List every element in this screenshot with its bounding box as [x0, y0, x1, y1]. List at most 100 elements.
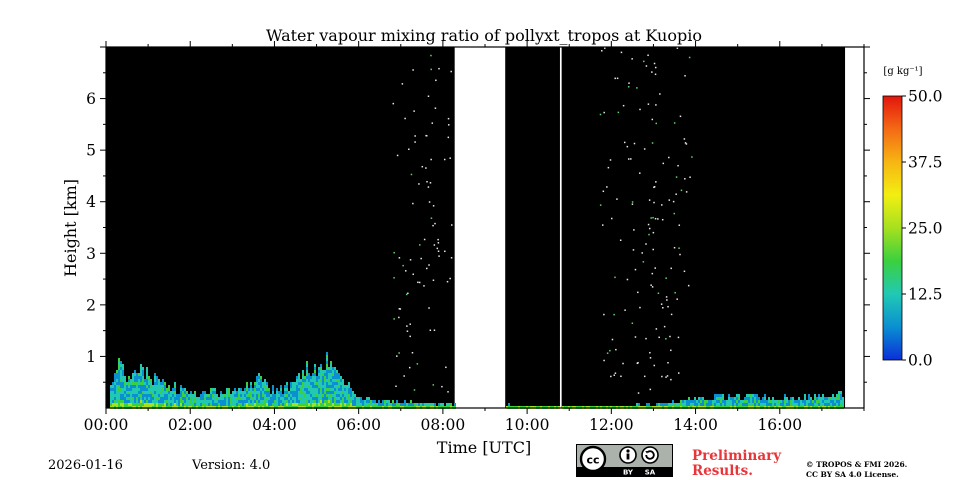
mixing-ratio-cell — [114, 379, 116, 382]
mixing-ratio-cell — [118, 388, 120, 391]
mixing-ratio-cell — [124, 391, 126, 394]
mixing-ratio-cell — [228, 391, 230, 394]
noise-speck — [607, 166, 610, 169]
noise-speck — [396, 154, 399, 157]
mixing-ratio-cell — [314, 397, 316, 400]
mixing-ratio-cell — [298, 382, 300, 385]
mixing-ratio-cell — [306, 397, 308, 400]
mixing-ratio-cell — [734, 397, 736, 400]
cc-license-badge[interactable]: cc BY SA — [576, 444, 673, 477]
noise-speck — [434, 107, 437, 109]
mixing-ratio-cell — [334, 379, 336, 382]
mixing-ratio-cell — [320, 394, 322, 397]
mixing-ratio-cell — [136, 385, 138, 388]
mixing-ratio-cell — [768, 400, 770, 403]
mixing-ratio-cell — [268, 391, 270, 394]
mixing-ratio-cell — [296, 388, 298, 391]
mixing-ratio-cell — [140, 370, 142, 373]
mixing-ratio-cell — [118, 376, 120, 379]
mixing-ratio-cell — [308, 373, 310, 376]
mixing-ratio-cell — [238, 394, 240, 397]
mixing-ratio-cell — [320, 388, 322, 391]
mixing-ratio-cell — [710, 403, 712, 406]
mixing-ratio-cell — [688, 397, 690, 400]
mixing-ratio-cell — [348, 385, 350, 388]
mixing-ratio-cell — [196, 400, 198, 403]
mixing-ratio-cell — [356, 400, 358, 403]
mixing-ratio-cell — [834, 400, 836, 403]
noise-speck — [603, 111, 605, 114]
mixing-ratio-cell — [160, 388, 162, 391]
mixing-ratio-cell — [294, 388, 296, 391]
noise-speck — [416, 363, 419, 365]
mixing-ratio-cell — [754, 397, 756, 400]
mixing-ratio-cell — [268, 394, 270, 397]
mixing-ratio-cell — [118, 367, 120, 370]
mixing-ratio-cell — [114, 403, 116, 406]
mixing-ratio-cell — [672, 400, 674, 403]
noise-speck — [673, 212, 676, 215]
mixing-ratio-cell — [262, 382, 264, 385]
mixing-ratio-cell — [776, 400, 778, 403]
noise-speck — [447, 391, 449, 393]
mixing-ratio-cell — [266, 400, 268, 403]
mixing-ratio-cell — [110, 397, 112, 400]
mixing-ratio-cell — [342, 403, 344, 406]
mixing-ratio-cell — [318, 385, 320, 388]
noise-speck — [670, 313, 673, 316]
mixing-ratio-cell — [130, 379, 132, 382]
mixing-ratio-cell — [334, 382, 336, 385]
mixing-ratio-cell — [698, 400, 700, 403]
mixing-ratio-cell — [162, 394, 164, 397]
mixing-ratio-cell — [306, 373, 308, 376]
noise-speck — [642, 261, 645, 263]
mixing-ratio-cell — [254, 397, 256, 400]
mixing-ratio-cell — [674, 403, 676, 406]
mixing-ratio-cell — [376, 403, 378, 406]
mixing-ratio-cell — [334, 376, 336, 379]
mixing-ratio-cell — [146, 370, 148, 373]
mixing-ratio-cell — [318, 379, 320, 382]
noise-speck — [449, 277, 451, 280]
mixing-ratio-cell — [268, 397, 270, 400]
mixing-ratio-cell — [208, 394, 210, 397]
mixing-ratio-cell — [316, 388, 318, 391]
mixing-ratio-cell — [756, 397, 758, 400]
mixing-ratio-cell — [838, 394, 840, 397]
noise-speck — [436, 247, 439, 250]
mixing-ratio-cell — [158, 388, 160, 391]
mixing-ratio-cell — [334, 373, 336, 376]
mixing-ratio-cell — [300, 385, 302, 388]
mixing-ratio-cell — [744, 397, 746, 400]
mixing-ratio-cell — [290, 388, 292, 391]
mixing-ratio-cell — [292, 382, 294, 385]
mixing-ratio-cell — [316, 376, 318, 379]
mixing-ratio-cell — [210, 403, 212, 406]
mixing-ratio-cell — [382, 400, 384, 403]
mixing-ratio-cell — [142, 370, 144, 373]
noise-speck — [649, 388, 652, 391]
mixing-ratio-cell — [166, 400, 168, 403]
noise-speck — [603, 313, 605, 316]
mixing-ratio-cell — [222, 397, 224, 400]
mixing-ratio-cell — [366, 403, 368, 406]
mixing-ratio-cell — [140, 382, 142, 385]
mixing-ratio-cell — [662, 403, 664, 406]
mixing-ratio-cell — [290, 382, 292, 385]
mixing-ratio-cell — [260, 376, 262, 379]
mixing-ratio-cell — [264, 382, 266, 385]
mixing-ratio-cell — [770, 403, 772, 406]
mixing-ratio-cell — [292, 397, 294, 400]
mixing-ratio-cell — [256, 376, 258, 379]
mixing-ratio-cell — [332, 376, 334, 379]
mixing-ratio-cell — [828, 400, 830, 403]
mixing-ratio-cell — [410, 403, 412, 406]
mixing-ratio-cell — [808, 400, 810, 403]
noise-speck — [409, 323, 411, 325]
mixing-ratio-cell — [116, 385, 118, 388]
mixing-ratio-cell — [144, 379, 146, 382]
mixing-ratio-cell — [334, 403, 336, 406]
mixing-ratio-cell — [788, 400, 790, 403]
mixing-ratio-cell — [306, 385, 308, 388]
mixing-ratio-cell — [300, 382, 302, 385]
